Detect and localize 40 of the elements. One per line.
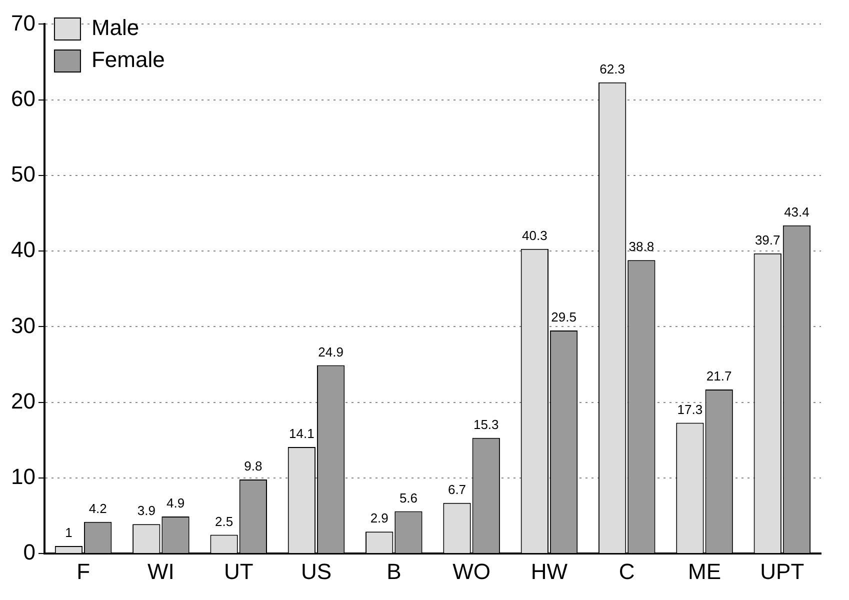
data-label: 2.9 bbox=[370, 510, 388, 526]
data-label: 24.9 bbox=[318, 344, 344, 360]
y-tick-label: 40 bbox=[10, 237, 36, 262]
data-label: 5.6 bbox=[399, 490, 418, 506]
data-label: 4.2 bbox=[88, 500, 107, 516]
data-label: 39.7 bbox=[754, 232, 780, 248]
legend-label: Male bbox=[91, 15, 140, 40]
legend-label: Female bbox=[91, 47, 165, 72]
data-label: 2.5 bbox=[215, 514, 234, 529]
x-tick-label: UPT bbox=[760, 558, 804, 584]
x-tick-label: ME bbox=[688, 558, 722, 584]
data-label: 29.5 bbox=[551, 310, 576, 325]
x-tick-label: UT bbox=[224, 558, 254, 584]
data-label: 14.1 bbox=[289, 426, 314, 442]
y-tick-label: 60 bbox=[10, 86, 36, 111]
x-tick-label: HW bbox=[530, 558, 568, 584]
y-tick-label: 10 bbox=[10, 464, 36, 490]
data-label: 17.3 bbox=[677, 402, 703, 417]
data-label: 1 bbox=[65, 525, 72, 540]
x-tick-label: C bbox=[618, 558, 635, 584]
data-label: 62.3 bbox=[600, 62, 625, 77]
data-label: 21.7 bbox=[706, 368, 732, 384]
data-label: 40.3 bbox=[522, 228, 548, 243]
y-tick-label: 50 bbox=[10, 162, 36, 187]
y-tick-label: 70 bbox=[10, 10, 36, 36]
x-tick-label: WI bbox=[148, 558, 174, 584]
data-label: 6.7 bbox=[448, 482, 466, 498]
y-tick-label: 20 bbox=[10, 388, 36, 414]
x-tick-label: B bbox=[386, 558, 402, 584]
x-tick-label: US bbox=[300, 558, 332, 584]
x-tick-label: WO bbox=[452, 558, 491, 584]
data-label: 43.4 bbox=[784, 204, 810, 220]
data-label: 3.9 bbox=[137, 503, 156, 518]
data-label: 38.8 bbox=[628, 239, 654, 254]
data-label: 4.9 bbox=[166, 496, 185, 511]
x-tick-label: F bbox=[76, 558, 90, 584]
y-tick-label: 30 bbox=[10, 312, 36, 338]
data-label: 9.8 bbox=[244, 458, 262, 474]
data-label: 15.3 bbox=[473, 416, 499, 432]
y-tick-label: 0 bbox=[23, 540, 36, 565]
